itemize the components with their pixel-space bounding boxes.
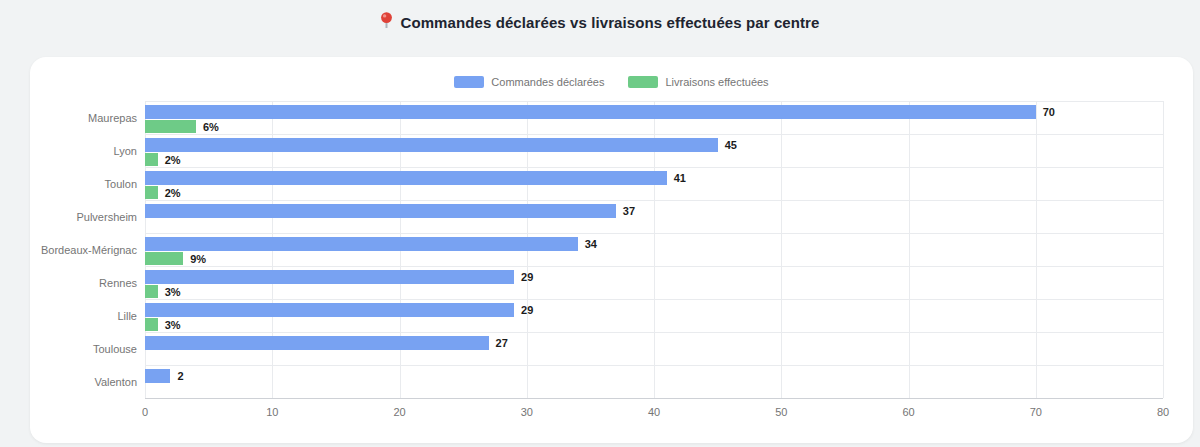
bar-percent-label: 2% (165, 154, 181, 166)
bar-line-commandes: 41 (145, 171, 1163, 185)
bar-percent-label: 9% (190, 253, 206, 265)
x-tick-label: 10 (266, 406, 278, 418)
category-label: Maurepas (30, 101, 145, 134)
category-label: Valenton (30, 365, 145, 398)
bar-line-livraisons: 3% (145, 285, 1163, 298)
chart-card: Commandes déclarées Livraisons effectuées… (30, 57, 1193, 443)
chart-row: 41 2% (145, 167, 1163, 200)
bar-line-commandes: 45 (145, 138, 1163, 152)
x-tick-label: 20 (393, 406, 405, 418)
bar-commandes[interactable] (145, 171, 667, 185)
chart-row: 70 6% (145, 101, 1163, 134)
page-title: Commandes déclarées vs livraisons effect… (0, 12, 1200, 32)
bar-line-livraisons: 6% (145, 120, 1163, 133)
bar-line-livraisons: 2% (145, 153, 1163, 166)
category-label: Toulouse (30, 332, 145, 365)
bar-livraisons[interactable] (145, 186, 158, 199)
bar-line-commandes: 29 (145, 270, 1163, 284)
bar-value-label: 29 (521, 304, 533, 316)
chart-row: 37 (145, 200, 1163, 233)
bar-percent-label: 6% (203, 121, 219, 133)
bar-percent-label: 3% (165, 286, 181, 298)
bar-commandes[interactable] (145, 105, 1036, 119)
bar-line-livraisons: 9% (145, 252, 1163, 265)
chart-row: 29 3% (145, 299, 1163, 332)
x-tick-label: 40 (648, 406, 660, 418)
bar-line-livraisons: 2% (145, 186, 1163, 199)
bar-livraisons[interactable] (145, 318, 158, 331)
category-label: Toulon (30, 167, 145, 200)
x-tick-label: 60 (902, 406, 914, 418)
bar-commandes[interactable] (145, 237, 578, 251)
bar-livraisons[interactable] (145, 252, 183, 265)
chart: MaurepasLyonToulonPulversheimBordeaux-Mé… (30, 101, 1193, 399)
category-label: Rennes (30, 266, 145, 299)
bar-value-label: 37 (623, 205, 635, 217)
bar-percent-label: 2% (165, 187, 181, 199)
legend-item-commandes: Commandes déclarées (454, 76, 604, 88)
bar-commandes[interactable] (145, 138, 718, 152)
bar-commandes[interactable] (145, 336, 489, 350)
chart-row: 2 (145, 365, 1163, 398)
legend-swatch (454, 76, 484, 88)
chart-row: 27 (145, 332, 1163, 365)
x-tick-label: 70 (1030, 406, 1042, 418)
legend-label: Commandes déclarées (491, 76, 604, 88)
bar-value-label: 2 (177, 370, 183, 382)
bar-value-label: 70 (1043, 106, 1055, 118)
bar-line-commandes: 34 (145, 237, 1163, 251)
bar-line-livraisons: 3% (145, 318, 1163, 331)
bar-value-label: 41 (674, 172, 686, 184)
chart-row: 45 2% (145, 134, 1163, 167)
bar-commandes[interactable] (145, 270, 514, 284)
bar-livraisons[interactable] (145, 120, 196, 133)
page-title-text: Commandes déclarées vs livraisons effect… (400, 14, 819, 31)
x-tick-label: 50 (775, 406, 787, 418)
bar-commandes[interactable] (145, 303, 514, 317)
bar-value-label: 45 (725, 139, 737, 151)
round-pushpin-icon (380, 12, 393, 32)
bar-value-label: 27 (496, 337, 508, 349)
bar-value-label: 29 (521, 271, 533, 283)
bar-line-commandes: 27 (145, 336, 1163, 350)
chart-legend: Commandes déclarées Livraisons effectuées (30, 76, 1193, 88)
bar-line-commandes: 29 (145, 303, 1163, 317)
x-tick-label: 80 (1157, 406, 1169, 418)
chart-plot: 70 6% 45 2% 41 2% 37 34 9% 29 3% 29 3% 27 2 (145, 101, 1163, 399)
category-label: Lille (30, 299, 145, 332)
category-label: Lyon (30, 134, 145, 167)
bar-livraisons[interactable] (145, 153, 158, 166)
bar-percent-label: 3% (165, 319, 181, 331)
category-label: Pulversheim (30, 200, 145, 233)
chart-row: 29 3% (145, 266, 1163, 299)
bar-commandes[interactable] (145, 369, 170, 383)
x-tick-label: 0 (142, 406, 148, 418)
y-labels: MaurepasLyonToulonPulversheimBordeaux-Mé… (30, 101, 145, 399)
bar-line-commandes: 37 (145, 204, 1163, 218)
bar-commandes[interactable] (145, 204, 616, 218)
bar-line-commandes: 2 (145, 369, 1163, 383)
legend-label: Livraisons effectuées (665, 76, 768, 88)
gridline (1163, 101, 1164, 398)
x-tick-label: 30 (521, 406, 533, 418)
chart-row: 34 9% (145, 233, 1163, 266)
legend-swatch (628, 76, 658, 88)
bar-livraisons[interactable] (145, 285, 158, 298)
legend-item-livraisons: Livraisons effectuées (628, 76, 768, 88)
category-label: Bordeaux-Mérignac (30, 233, 145, 266)
x-axis-row: 0 10 20 30 40 50 60 70 80 (30, 399, 1193, 423)
x-axis: 01020304050607080 (145, 399, 1163, 423)
x-axis-spacer (30, 399, 145, 423)
bar-line-commandes: 70 (145, 105, 1163, 119)
bar-value-label: 34 (585, 238, 597, 250)
